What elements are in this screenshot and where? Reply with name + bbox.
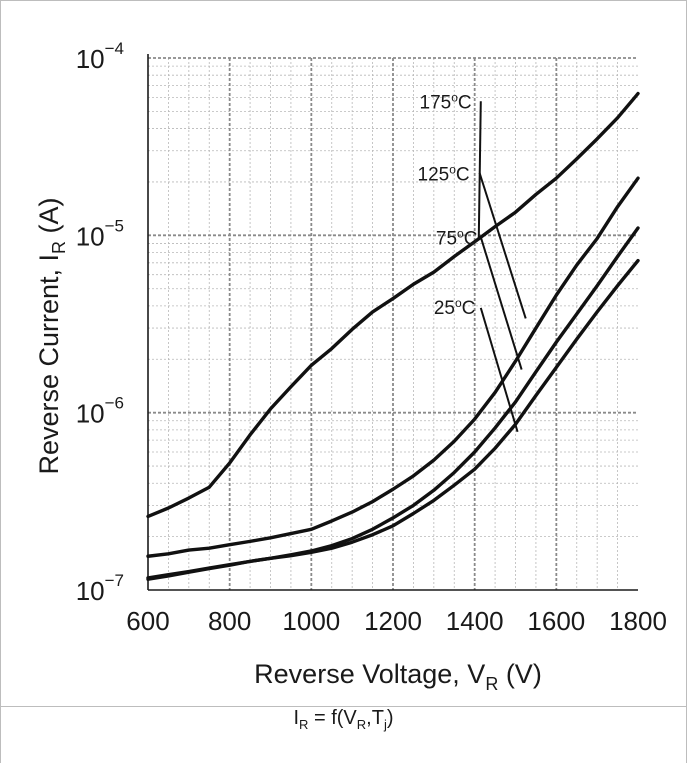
series-label-125c: 125oC [418,163,470,186]
leader-line-175c [477,101,482,241]
series-layer [146,91,640,581]
y-tick-label: 10−7 [76,571,124,606]
series-label-25c: 25oC [434,296,476,319]
annotation-layer: 175oC 125oC 75oC 25oC [418,91,527,433]
x-tick-label: 1800 [609,606,667,636]
y-tick-label: 10−4 [76,39,124,74]
caption: IR = f(VR,Tj) [293,707,394,732]
x-tick-label: 1000 [282,606,340,636]
x-tick-label: 800 [208,606,251,636]
series-line-175c [146,91,640,519]
series-label-75c: 75oC [436,226,478,249]
x-axis-title: Reverse Voltage, VR (V) [254,659,542,694]
leader-line-25c [479,307,519,433]
x-tick-label: 1400 [446,606,504,636]
x-tick-label: 1600 [527,606,585,636]
tick-layer: 600 800 1000 1200 1400 1600 1800 10−7 10−6 10−5 10… [76,39,667,636]
x-tick-label: 1200 [364,606,422,636]
grid [147,54,638,591]
series-line-25c [146,258,640,581]
y-tick-label: 10−5 [76,216,124,251]
reverse-current-chart: 175oC 125oC 75oC 25oC 600 800 1000 1200 1400 160… [34,39,667,694]
leader-line-125c [478,172,527,319]
x-tick-label: 600 [126,606,169,636]
series-label-175c: 175oC [420,91,472,114]
series-line-125c [146,176,640,558]
y-tick-label: 10−6 [76,394,124,429]
y-axis-title: Reverse Current, IR (A) [34,197,69,474]
leader-line-75c [480,238,523,370]
